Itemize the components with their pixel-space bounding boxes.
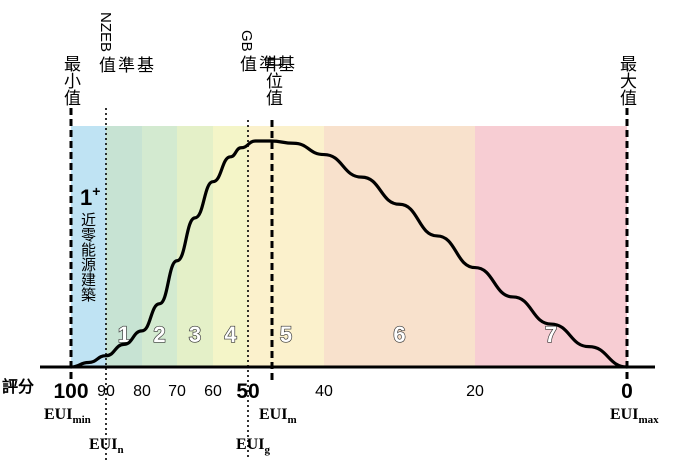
near-zero-grade: 1+ [80, 183, 100, 210]
max-value-label: 最大值 [616, 55, 636, 106]
x-tick-label-20: 20 [466, 383, 484, 400]
eui-min-label: EUImin [44, 406, 91, 427]
zone-label-2: 2 [153, 322, 165, 347]
zone-band-7 [475, 126, 627, 367]
x-tick-labels: 100 90 80 70 60 50 40 20 0 [53, 380, 632, 403]
zone-label-3: 3 [189, 322, 201, 347]
x-tick-label-90: 90 [97, 383, 115, 400]
x-tick-label-40: 40 [315, 383, 333, 400]
zone-label-7: 7 [545, 322, 557, 347]
zone-band-0 [71, 126, 106, 367]
zone-band-6 [324, 126, 475, 367]
zone-band-5 [248, 126, 324, 367]
eui-max-label: EUImax [610, 406, 659, 427]
score-label: 評分 [2, 377, 34, 396]
x-tick-label-50: 50 [236, 380, 259, 403]
x-tick-label-70: 70 [168, 383, 186, 400]
zone-band-1 [106, 126, 142, 367]
marker-lines [69, 108, 629, 460]
x-tick-label-100: 100 [53, 380, 88, 403]
distribution-curve [69, 139, 629, 369]
eui-g-label: EUIg [236, 436, 270, 457]
min-value-label: 最小值 [60, 55, 80, 106]
zone-band-4 [213, 126, 248, 367]
zone-label-4: 4 [224, 322, 237, 347]
near-zero-building-label: 近零能源建築 [79, 212, 97, 302]
x-tick-label-60: 60 [204, 383, 222, 400]
nzeb-suffix: 基準值 [95, 56, 153, 73]
gb-suffix: 基準值 [236, 55, 294, 72]
x-tick-label-80: 80 [133, 383, 151, 400]
zone-label-1: 1 [118, 322, 130, 347]
nzeb-prefix: NZEB [97, 12, 114, 53]
zone-label-6: 6 [393, 322, 405, 347]
zone-label-5: 5 [280, 322, 292, 347]
eui-m-label: EUIm [259, 406, 297, 427]
eui-n-label: EUIn [89, 436, 124, 457]
median-label: 中位值 [262, 55, 282, 106]
x-tick-label-0: 0 [621, 380, 633, 403]
gb-prefix: GB [238, 30, 255, 52]
grade-zones [71, 126, 627, 367]
